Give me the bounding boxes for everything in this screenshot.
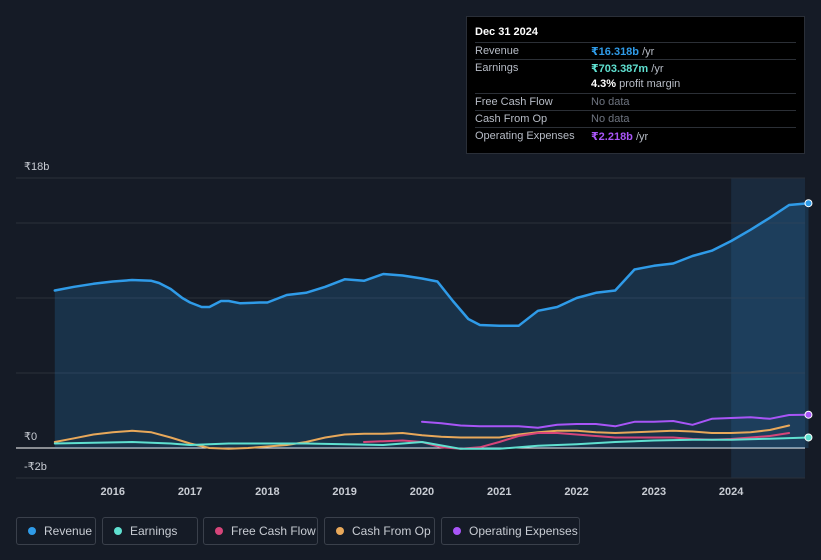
legend-label: Free Cash Flow bbox=[231, 524, 316, 538]
tooltip-value: ₹2.218b /yr bbox=[591, 130, 648, 143]
revenue-area bbox=[54, 203, 809, 448]
gridlines bbox=[16, 177, 805, 479]
x-tick-label: 2018 bbox=[255, 486, 279, 498]
legend-label: Earnings bbox=[130, 524, 178, 538]
tooltip-label: Free Cash Flow bbox=[475, 96, 553, 108]
tooltip-row-fcf: Free Cash Flow No data bbox=[475, 93, 796, 111]
operating-expenses-endpoint bbox=[804, 410, 813, 419]
tooltip-value: No data bbox=[591, 113, 630, 125]
x-tick-label: 2023 bbox=[642, 486, 666, 498]
legend-item-cash-from-op[interactable]: Cash From Op bbox=[324, 517, 435, 545]
x-axis-ticks: 2016 2017 2018 2019 2020 2021 2022 2023 2024 bbox=[101, 486, 745, 498]
x-tick-label: 2017 bbox=[178, 486, 202, 498]
legend-label: Operating Expenses bbox=[469, 524, 578, 538]
tooltip-unit: /yr bbox=[632, 131, 649, 143]
tooltip-label: Operating Expenses bbox=[475, 130, 575, 142]
legend-label: Cash From Op bbox=[352, 524, 431, 538]
data-tooltip: Dec 31 2024 Revenue ₹16.318b /yr Earning… bbox=[466, 16, 805, 154]
legend-dot-icon bbox=[453, 527, 461, 535]
legend-item-revenue[interactable]: Revenue bbox=[16, 517, 96, 545]
tooltip-row-earnings: Earnings ₹703.387m /yr bbox=[475, 59, 796, 77]
tooltip-unit: /yr bbox=[648, 63, 664, 75]
legend-dot-icon bbox=[215, 527, 223, 535]
revenue-line bbox=[53, 201, 810, 328]
legend-dot-icon bbox=[336, 527, 344, 535]
legend-label: Revenue bbox=[44, 524, 93, 538]
tooltip-unit: /yr bbox=[639, 46, 655, 58]
legend-item-operating-expenses[interactable]: Operating Expenses bbox=[441, 517, 580, 545]
tooltip-label: Revenue bbox=[475, 45, 520, 57]
earnings-line bbox=[53, 436, 810, 450]
tooltip-value: No data bbox=[591, 96, 630, 108]
y-tick-label-zero: ₹0 bbox=[24, 431, 38, 443]
tooltip-date: Dec 31 2024 bbox=[475, 26, 538, 38]
y-tick-label-max: ₹18b bbox=[24, 161, 50, 173]
tooltip-value: ₹16.318b /yr bbox=[591, 45, 654, 58]
tooltip-number: 4.3% bbox=[591, 78, 617, 90]
tooltip-label: Earnings bbox=[475, 62, 519, 74]
x-tick-label: 2021 bbox=[487, 486, 511, 498]
x-tick-label: 2019 bbox=[332, 486, 356, 498]
forecast-highlight-band bbox=[731, 178, 805, 478]
x-tick-label: 2020 bbox=[410, 486, 434, 498]
tooltip-row-cfo: Cash From Op No data bbox=[475, 110, 796, 128]
tooltip-number: ₹16.318b bbox=[591, 46, 640, 58]
earnings-endpoint bbox=[804, 433, 813, 442]
y-tick-label-min: -₹2b bbox=[24, 461, 47, 473]
x-tick-label: 2024 bbox=[719, 486, 744, 498]
series-layer bbox=[53, 199, 813, 450]
legend-item-free-cash-flow[interactable]: Free Cash Flow bbox=[203, 517, 318, 545]
cash-from-op-line bbox=[53, 424, 791, 450]
tooltip-number: ₹2.218b bbox=[591, 131, 633, 143]
tooltip-unit: profit margin bbox=[616, 78, 681, 90]
operating-expenses-line bbox=[421, 413, 810, 429]
x-tick-label: 2016 bbox=[101, 486, 125, 498]
tooltip-label: Cash From Op bbox=[475, 113, 548, 125]
earnings-revenue-chart: 2016 2017 2018 2019 2020 2021 2022 2023 2024 bbox=[16, 177, 813, 498]
tooltip-number: ₹703.387m bbox=[591, 63, 649, 75]
revenue-endpoint bbox=[804, 199, 813, 208]
tooltip-row-margin: 4.3% profit margin bbox=[475, 76, 796, 93]
tooltip-row-revenue: Revenue ₹16.318b /yr bbox=[475, 42, 796, 60]
x-tick-label: 2022 bbox=[564, 486, 588, 498]
tooltip-row-opex: Operating Expenses ₹2.218b /yr bbox=[475, 127, 796, 145]
legend-item-earnings[interactable]: Earnings bbox=[102, 517, 198, 545]
legend-dot-icon bbox=[114, 527, 122, 535]
tooltip-value: 4.3% profit margin bbox=[591, 78, 680, 90]
legend-dot-icon bbox=[28, 527, 36, 535]
tooltip-value: ₹703.387m /yr bbox=[591, 62, 663, 75]
